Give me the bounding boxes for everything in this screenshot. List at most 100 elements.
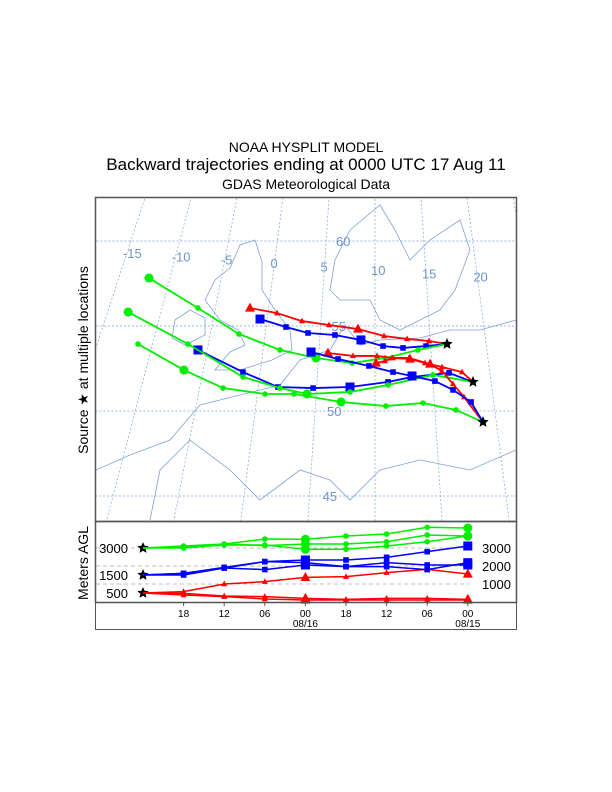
height-marker — [180, 591, 187, 598]
trajectory-marker — [405, 354, 413, 361]
trajectory-line — [197, 349, 474, 389]
height-marker — [463, 558, 473, 568]
trajectory-marker — [389, 354, 397, 361]
time-tick-label: 06 — [422, 609, 434, 620]
trajectory-marker — [240, 369, 246, 375]
source-label-word: Source — [75, 409, 91, 454]
height-marker — [262, 542, 268, 548]
trajectory-marker — [291, 391, 297, 397]
height-marker — [424, 562, 430, 568]
date-label: 08/16 — [293, 619, 318, 630]
trajectory-marker — [407, 371, 417, 381]
time-tick-label: 00 — [462, 609, 474, 620]
trajectory-marker — [236, 331, 242, 337]
trajectory-marker — [356, 335, 366, 345]
height-marker — [180, 588, 187, 594]
height-marker — [383, 554, 390, 561]
trajectory-marker — [345, 382, 355, 392]
trajectory-6 — [123, 307, 474, 399]
height-marker — [300, 594, 311, 604]
trajectory-marker — [446, 370, 452, 376]
longitude-label: -15 — [123, 246, 142, 261]
map-trajectories — [123, 273, 489, 427]
trajectory-9 — [135, 341, 484, 423]
height-marker — [343, 546, 349, 553]
meridian-line — [512, 198, 516, 216]
trajectory-1 — [245, 302, 448, 345]
latitude-label: 60 — [336, 234, 350, 249]
trajectory-marker — [325, 321, 333, 328]
time-tick-label: 06 — [259, 609, 271, 620]
height-marker — [424, 596, 431, 603]
trajectory-marker — [144, 273, 154, 283]
trajectory-marker — [310, 385, 316, 391]
height-marker — [300, 571, 311, 581]
height-marker — [462, 594, 473, 604]
time-tick-label: 18 — [178, 609, 190, 620]
height-marker — [383, 538, 390, 545]
source-star-icon — [441, 338, 453, 349]
trajectory-marker — [277, 347, 283, 353]
trajectory-marker — [373, 352, 381, 359]
trajectory-marker — [195, 305, 201, 311]
height-marker — [383, 559, 390, 566]
longitude-label: 0 — [270, 256, 277, 271]
trajectory-marker — [298, 317, 306, 324]
height-marker — [383, 563, 390, 570]
trajectory-marker — [306, 347, 316, 357]
trajectory-marker — [305, 330, 311, 336]
trajectory-marker — [453, 407, 459, 413]
height-marker — [262, 558, 268, 565]
trajectory-marker — [420, 400, 426, 406]
trajectory-marker — [423, 343, 429, 349]
latitude-label: 50 — [327, 404, 341, 419]
trajectory-line — [137, 343, 484, 423]
trajectory-marker — [438, 367, 446, 374]
trajectory-marker — [468, 399, 474, 405]
height-profile-7 — [142, 565, 473, 594]
height-marker — [343, 533, 349, 539]
height-marker — [424, 548, 430, 555]
height-marker — [221, 565, 227, 571]
left-height-label: 500 — [106, 586, 128, 601]
height-marker — [261, 578, 268, 584]
height-profile-8 — [142, 558, 473, 577]
trajectory-marker — [245, 302, 255, 312]
svg-text:Source ★ at multiple locations: Source ★ at multiple locations — [75, 266, 91, 454]
height-marker — [383, 596, 390, 603]
trajectory-marker — [366, 363, 372, 369]
trajectory-marker — [349, 352, 357, 359]
trajectory-marker — [322, 347, 333, 357]
trajectory-marker — [403, 335, 411, 342]
height-marker — [343, 563, 349, 570]
height-marker — [463, 523, 473, 533]
trajectory-marker — [123, 307, 133, 317]
trajectory-marker — [425, 358, 436, 368]
source-star-icon — [477, 416, 489, 427]
height-marker — [262, 536, 268, 542]
height-marker — [221, 593, 228, 599]
meridian-line — [240, 198, 284, 521]
longitude-label: 25 — [525, 273, 539, 288]
height-marker — [383, 543, 390, 549]
longitude-label: 15 — [422, 266, 436, 281]
meridian-line — [466, 198, 510, 521]
trajectory-marker — [277, 385, 283, 391]
trajectory-marker — [450, 387, 456, 393]
trajectory-marker — [347, 389, 353, 395]
trajectory-marker — [458, 368, 466, 375]
trajectory-marker — [400, 345, 406, 351]
height-marker — [424, 524, 431, 531]
right-height-label: 2000 — [482, 559, 511, 574]
height-marker — [221, 580, 228, 587]
trajectory-marker — [335, 356, 341, 362]
trajectory-marker — [438, 363, 446, 370]
height-marker — [383, 531, 390, 537]
trajectory-8 — [306, 347, 484, 423]
time-tick-label: 12 — [381, 609, 393, 620]
trajectory-marker — [385, 379, 391, 385]
trajectory-marker — [383, 403, 389, 409]
data-source-title: GDAS Meteorological Data — [221, 176, 391, 192]
trajectory-marker — [332, 332, 338, 338]
trajectory-marker — [240, 374, 246, 380]
